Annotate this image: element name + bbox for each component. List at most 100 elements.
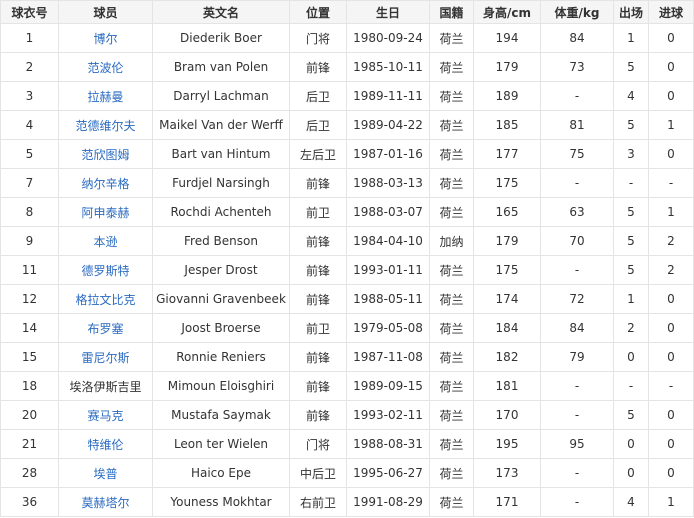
nationality: 荷兰: [429, 168, 474, 198]
english-name: Rochdi Achenteh: [152, 197, 290, 227]
height: 177: [473, 139, 541, 169]
goals: 0: [648, 458, 694, 488]
position: 右前卫: [289, 487, 347, 517]
nationality: 荷兰: [429, 52, 474, 82]
player-name-link[interactable]: 莫赫塔尔: [58, 487, 153, 517]
height: 185: [473, 110, 541, 140]
table-row: 12 格拉文比克 Giovanni Gravenbeek 前锋 1988-05-11 荷兰…: [0, 284, 694, 314]
header-english-name: 英文名: [152, 0, 290, 24]
birthday: 1988-08-31: [346, 429, 430, 459]
goals: 0: [648, 342, 694, 372]
jersey-number: 7: [0, 168, 59, 198]
goals: 0: [648, 429, 694, 459]
jersey-number: 28: [0, 458, 59, 488]
player-name-link[interactable]: 范德维尔夫: [58, 110, 153, 140]
player-name-link[interactable]: 阿申泰赫: [58, 197, 153, 227]
english-name: Joost Broerse: [152, 313, 290, 343]
weight: -: [540, 400, 614, 430]
english-name: Bram van Polen: [152, 52, 290, 82]
position: 前锋: [289, 284, 347, 314]
position: 前卫: [289, 313, 347, 343]
height: 189: [473, 81, 541, 111]
appearances: 5: [613, 52, 649, 82]
position: 门将: [289, 23, 347, 53]
player-name: 埃洛伊斯吉里: [58, 371, 153, 401]
jersey-number: 4: [0, 110, 59, 140]
header-birthday: 生日: [346, 0, 430, 24]
height: 175: [473, 255, 541, 285]
appearances: 0: [613, 429, 649, 459]
appearances: 4: [613, 81, 649, 111]
appearances: -: [613, 371, 649, 401]
goals: 0: [648, 284, 694, 314]
table-row: 20 赛马克 Mustafa Saymak 前锋 1993-02-11 荷兰 170-5 0: [0, 400, 694, 430]
birthday: 1980-09-24: [346, 23, 430, 53]
jersey-number: 15: [0, 342, 59, 372]
player-name-link[interactable]: 特维伦: [58, 429, 153, 459]
header-number: 球衣号: [0, 0, 59, 24]
player-name-link[interactable]: 格拉文比克: [58, 284, 153, 314]
birthday: 1991-08-29: [346, 487, 430, 517]
player-name-link[interactable]: 赛马克: [58, 400, 153, 430]
nationality: 加纳: [429, 226, 474, 256]
appearances: 1: [613, 284, 649, 314]
nationality: 荷兰: [429, 255, 474, 285]
jersey-number: 1: [0, 23, 59, 53]
jersey-number: 12: [0, 284, 59, 314]
table-row: 1 博尔 Diederik Boer 门将 1980-09-24 荷兰 194 84 1 0: [0, 23, 694, 53]
player-name-link[interactable]: 德罗斯特: [58, 255, 153, 285]
jersey-number: 21: [0, 429, 59, 459]
birthday: 1985-10-11: [346, 52, 430, 82]
player-name-link[interactable]: 布罗塞: [58, 313, 153, 343]
table-row: 8 阿申泰赫 Rochdi Achenteh 前卫 1988-03-07 荷兰 165 63 5…: [0, 197, 694, 227]
position: 前锋: [289, 371, 347, 401]
weight: 79: [540, 342, 614, 372]
player-name-link[interactable]: 纳尔辛格: [58, 168, 153, 198]
nationality: 荷兰: [429, 371, 474, 401]
english-name: Haico Epe: [152, 458, 290, 488]
goals: 0: [648, 23, 694, 53]
table-row: 3 拉赫曼 Darryl Lachman 后卫 1989-11-11 荷兰 189-4 0: [0, 81, 694, 111]
birthday: 1995-06-27: [346, 458, 430, 488]
appearances: 3: [613, 139, 649, 169]
birthday: 1989-04-22: [346, 110, 430, 140]
player-name-link[interactable]: 雷尼尔斯: [58, 342, 153, 372]
position: 前卫: [289, 197, 347, 227]
jersey-number: 20: [0, 400, 59, 430]
player-name-link[interactable]: 范欣图姆: [58, 139, 153, 169]
appearances: 5: [613, 400, 649, 430]
weight: 72: [540, 284, 614, 314]
weight: 73: [540, 52, 614, 82]
player-name-link[interactable]: 博尔: [58, 23, 153, 53]
birthday: 1988-03-07: [346, 197, 430, 227]
english-name: Jesper Drost: [152, 255, 290, 285]
table-row: 36 莫赫塔尔 Youness Mokhtar 右前卫 1991-08-29 荷兰 171-…: [0, 487, 694, 517]
nationality: 荷兰: [429, 284, 474, 314]
player-name-link[interactable]: 拉赫曼: [58, 81, 153, 111]
goals: 0: [648, 81, 694, 111]
height: 182: [473, 342, 541, 372]
jersey-number: 5: [0, 139, 59, 169]
goals: 1: [648, 197, 694, 227]
weight: -: [540, 487, 614, 517]
weight: 63: [540, 197, 614, 227]
weight: -: [540, 255, 614, 285]
header-nationality: 国籍: [429, 0, 474, 24]
position: 前锋: [289, 342, 347, 372]
english-name: Leon ter Wielen: [152, 429, 290, 459]
height: 171: [473, 487, 541, 517]
appearances: 5: [613, 110, 649, 140]
goals: 0: [648, 139, 694, 169]
jersey-number: 11: [0, 255, 59, 285]
nationality: 荷兰: [429, 81, 474, 111]
player-name-link[interactable]: 本逊: [58, 226, 153, 256]
jersey-number: 2: [0, 52, 59, 82]
english-name: Furdjel Narsingh: [152, 168, 290, 198]
nationality: 荷兰: [429, 197, 474, 227]
player-name-link[interactable]: 范波伦: [58, 52, 153, 82]
table-row: 9 本逊 Fred Benson 前锋 1984-04-10 加纳 179 70 5 2: [0, 226, 694, 256]
player-name-link[interactable]: 埃普: [58, 458, 153, 488]
appearances: 1: [613, 23, 649, 53]
birthday: 1984-04-10: [346, 226, 430, 256]
english-name: Diederik Boer: [152, 23, 290, 53]
